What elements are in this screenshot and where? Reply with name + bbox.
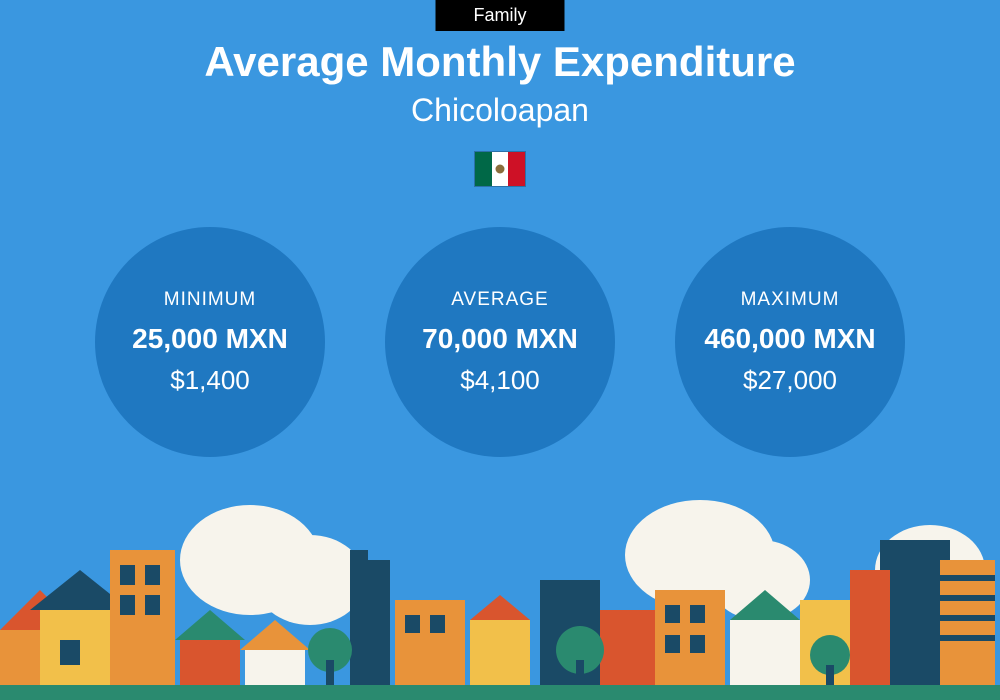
stat-label: MAXIMUM: [741, 289, 840, 311]
flag-icon: [474, 151, 526, 187]
cityscape-illustration: [0, 500, 1000, 700]
stat-circle-average: AVERAGE 70,000 MXN $4,100: [385, 227, 615, 457]
stat-label: MINIMUM: [164, 289, 256, 311]
category-badge: Family: [436, 0, 565, 31]
location-subtitle: Chicoloapan: [0, 92, 1000, 129]
stat-usd: $4,100: [460, 365, 540, 396]
stat-circle-maximum: MAXIMUM 460,000 MXN $27,000: [675, 227, 905, 457]
stats-row: MINIMUM 25,000 MXN $1,400 AVERAGE 70,000…: [0, 227, 1000, 457]
stat-value: 460,000 MXN: [704, 323, 875, 355]
flag-stripe-white: [492, 152, 509, 186]
stat-usd: $27,000: [743, 365, 837, 396]
stat-label: AVERAGE: [451, 289, 548, 311]
flag-stripe-green: [475, 152, 492, 186]
stat-circle-minimum: MINIMUM 25,000 MXN $1,400: [95, 227, 325, 457]
stat-usd: $1,400: [170, 365, 250, 396]
stat-value: 70,000 MXN: [422, 323, 578, 355]
flag-stripe-red: [508, 152, 525, 186]
stat-value: 25,000 MXN: [132, 323, 288, 355]
